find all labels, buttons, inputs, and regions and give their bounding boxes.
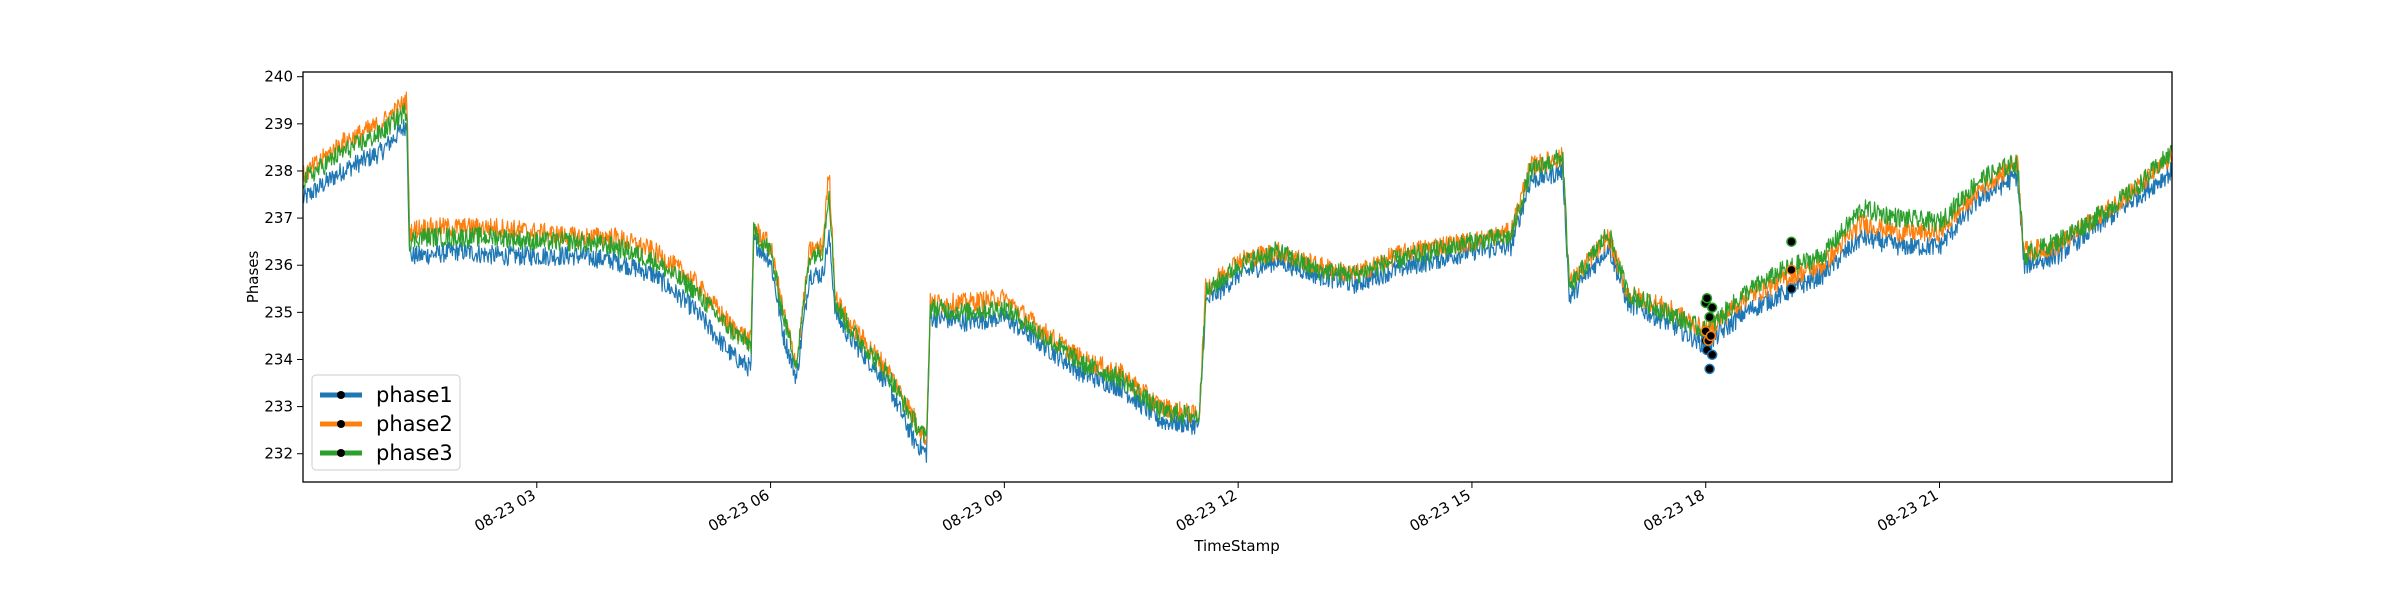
series-line-phase3 [302, 102, 2173, 444]
y-tick-label: 233 [264, 398, 293, 416]
data-marker-phase3 [1786, 236, 1797, 247]
y-tick-label: 235 [264, 303, 293, 321]
legend-label-phase1: phase1 [376, 383, 453, 407]
y-tick-label: 239 [264, 115, 293, 133]
axes-frame [302, 71, 2173, 483]
legend-marker-phase3 [337, 449, 345, 457]
data-marker-phase2 [1786, 264, 1797, 276]
data-marker-phase3 [1706, 302, 1718, 313]
y-axis: 232 233 234 235 236 237 238 239 240 [264, 68, 303, 463]
legend-box [311, 374, 461, 471]
y-axis-label: Phases [244, 251, 262, 304]
y-tick-label: 237 [264, 209, 293, 227]
legend-marker-phase1 [337, 391, 345, 399]
y-tick-label: 234 [264, 350, 293, 368]
y-tick-label: 238 [264, 162, 293, 180]
y-tick-label: 236 [264, 256, 293, 274]
legend-marker-phase2 [337, 420, 345, 428]
plot-area [302, 91, 2173, 463]
legend: phase1 phase2 phase3 [311, 374, 461, 471]
x-axis-label: TimeStamp [1193, 537, 1279, 555]
legend-label-phase3: phase3 [376, 441, 453, 465]
data-marker-phase3 [1704, 311, 1715, 323]
legend-label-phase2: phase2 [376, 412, 453, 436]
data-marker-phase2 [1705, 330, 1717, 342]
y-tick-label: 240 [264, 68, 293, 86]
data-marker-phase3 [1701, 292, 1713, 304]
data-marker-phase1 [1786, 283, 1797, 295]
series-line-phase2 [302, 91, 2173, 445]
data-marker-phase1 [1706, 349, 1718, 361]
data-marker-phase1 [1704, 363, 1715, 375]
series-line-phase1 [302, 119, 2173, 463]
y-tick-label: 232 [264, 445, 293, 463]
